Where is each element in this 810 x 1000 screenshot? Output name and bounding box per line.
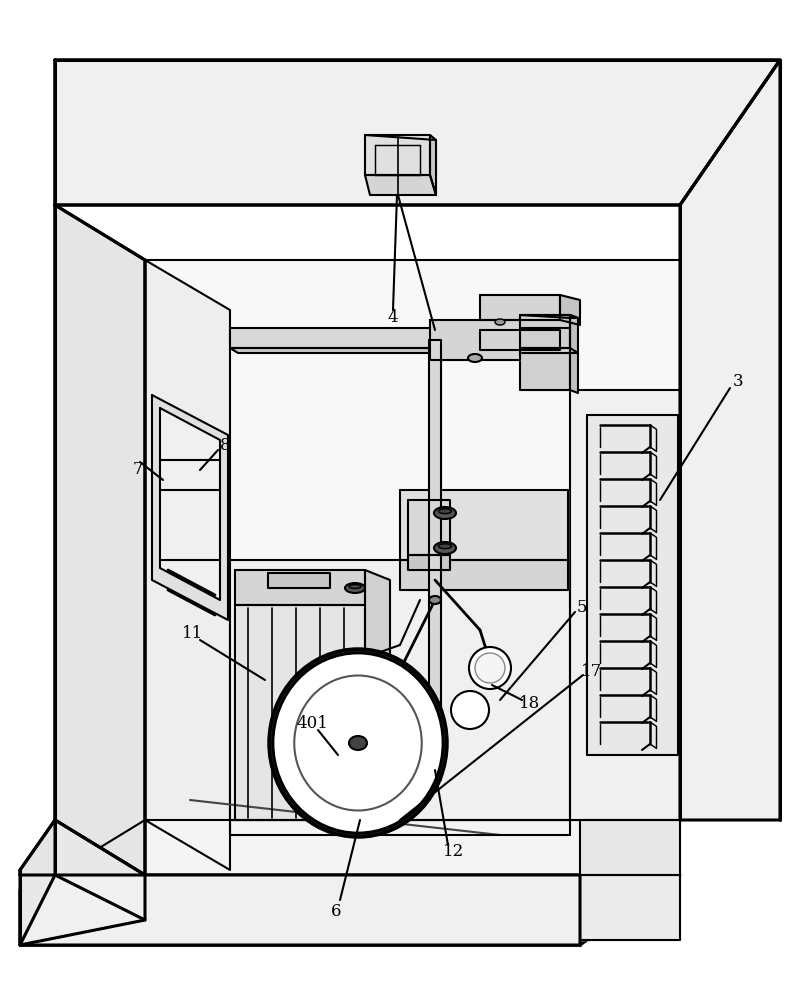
- Text: 17: 17: [582, 664, 603, 680]
- Polygon shape: [152, 395, 228, 620]
- Polygon shape: [408, 500, 450, 555]
- Ellipse shape: [434, 507, 456, 519]
- Text: 12: 12: [443, 844, 465, 860]
- Text: 5: 5: [577, 598, 587, 615]
- Polygon shape: [20, 820, 145, 945]
- Text: 8: 8: [220, 438, 230, 454]
- Polygon shape: [160, 408, 220, 600]
- Ellipse shape: [273, 653, 443, 833]
- Polygon shape: [429, 340, 441, 780]
- Ellipse shape: [345, 583, 365, 593]
- Ellipse shape: [349, 584, 361, 588]
- Polygon shape: [55, 820, 680, 875]
- Polygon shape: [20, 890, 580, 945]
- Ellipse shape: [438, 509, 452, 514]
- Text: 18: 18: [519, 694, 540, 712]
- Polygon shape: [365, 570, 390, 830]
- Ellipse shape: [269, 649, 447, 837]
- Ellipse shape: [451, 691, 489, 729]
- Polygon shape: [400, 560, 568, 590]
- Polygon shape: [520, 315, 578, 318]
- Polygon shape: [570, 315, 578, 393]
- Polygon shape: [430, 135, 436, 195]
- Ellipse shape: [349, 736, 367, 750]
- Polygon shape: [580, 875, 680, 940]
- Ellipse shape: [475, 653, 505, 683]
- Text: 7: 7: [133, 462, 143, 479]
- Polygon shape: [480, 330, 560, 350]
- Polygon shape: [230, 328, 570, 348]
- Text: 11: 11: [182, 624, 203, 642]
- Polygon shape: [560, 295, 580, 325]
- Polygon shape: [520, 315, 570, 390]
- Polygon shape: [400, 490, 568, 560]
- Polygon shape: [580, 820, 680, 875]
- Text: 3: 3: [733, 373, 744, 390]
- Polygon shape: [587, 415, 678, 755]
- Text: 4: 4: [388, 310, 399, 326]
- Ellipse shape: [434, 542, 456, 554]
- Ellipse shape: [438, 544, 452, 549]
- Polygon shape: [230, 348, 578, 353]
- Polygon shape: [268, 573, 330, 588]
- Polygon shape: [20, 820, 55, 945]
- Ellipse shape: [294, 676, 422, 810]
- Ellipse shape: [468, 354, 482, 362]
- Polygon shape: [365, 175, 436, 195]
- Ellipse shape: [495, 319, 505, 325]
- Polygon shape: [55, 205, 145, 875]
- Polygon shape: [235, 605, 365, 820]
- Polygon shape: [20, 875, 580, 945]
- Polygon shape: [55, 60, 780, 205]
- Polygon shape: [20, 820, 55, 875]
- Polygon shape: [480, 295, 560, 320]
- Polygon shape: [235, 570, 365, 605]
- Ellipse shape: [469, 647, 511, 689]
- Polygon shape: [145, 260, 230, 870]
- Polygon shape: [570, 390, 680, 820]
- Polygon shape: [230, 560, 570, 820]
- Text: 401: 401: [296, 716, 328, 732]
- Polygon shape: [408, 555, 450, 570]
- Polygon shape: [365, 135, 430, 175]
- Polygon shape: [430, 320, 520, 360]
- Ellipse shape: [429, 596, 441, 604]
- Polygon shape: [680, 60, 780, 820]
- Polygon shape: [145, 260, 680, 820]
- Text: 6: 6: [330, 904, 341, 920]
- Polygon shape: [20, 875, 680, 945]
